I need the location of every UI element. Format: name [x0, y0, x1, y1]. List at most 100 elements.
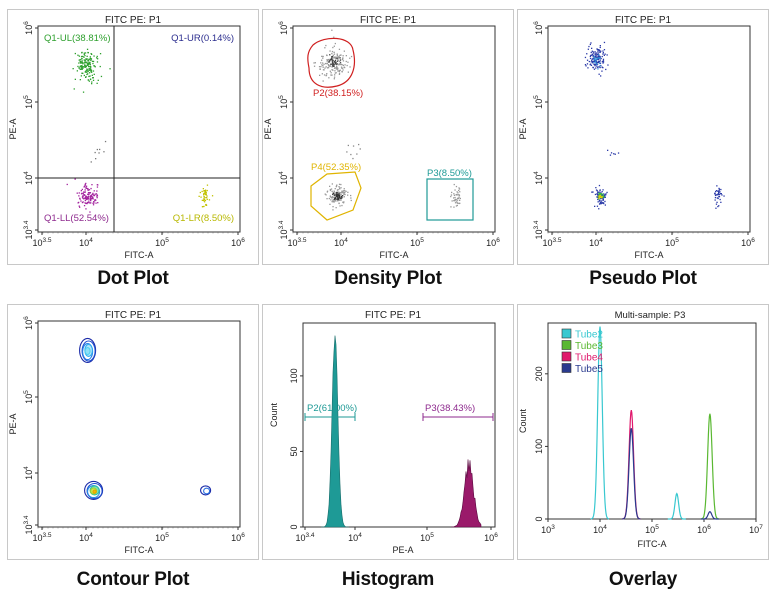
scatter-point	[80, 65, 83, 67]
density-point	[332, 69, 334, 71]
scatter-point	[93, 55, 95, 57]
density-point	[341, 67, 343, 69]
density-point	[333, 193, 336, 195]
density-point	[338, 70, 340, 72]
pseudo-point	[597, 198, 599, 201]
scatter-point	[88, 189, 91, 191]
density-point	[335, 68, 337, 70]
density-point	[338, 64, 340, 66]
pseudo-point	[602, 50, 604, 52]
scatter-point	[91, 83, 93, 85]
pseudo-point	[604, 200, 606, 203]
scatter-point	[89, 64, 91, 66]
scatter-point	[90, 195, 92, 197]
pseudo-point	[599, 45, 601, 47]
legend-label: Tube5	[575, 364, 603, 375]
density-point	[331, 196, 333, 198]
scatter-point	[203, 190, 205, 192]
density-point	[337, 189, 339, 191]
pseudo-point	[598, 61, 600, 63]
density-point	[322, 57, 324, 59]
x-tick-label: 105	[410, 237, 424, 248]
density-point	[343, 201, 345, 203]
density-point	[314, 62, 316, 64]
pseudo-point	[714, 192, 716, 194]
pseudo-point	[719, 193, 722, 195]
scatter-point	[201, 199, 203, 201]
scatter-point	[89, 62, 91, 64]
density-point	[330, 197, 333, 199]
pseudo-point	[598, 49, 600, 51]
pseudo-point	[603, 54, 605, 56]
scatter-point	[79, 61, 81, 63]
scatter-point	[94, 66, 96, 68]
pseudo-point	[600, 193, 602, 195]
pseudo-point	[597, 195, 599, 198]
scatter-point	[97, 184, 99, 186]
pseudo-point	[596, 61, 598, 64]
scatter-point	[109, 68, 111, 70]
pseudo-point	[716, 194, 718, 196]
plot-frame	[302, 322, 496, 528]
scatter-point	[85, 61, 87, 63]
pseudo-point	[585, 65, 587, 67]
pseudo-point	[589, 57, 592, 60]
y-tick-label: 0	[534, 516, 544, 521]
scatter-point	[96, 195, 99, 197]
gate-p3-label: P3(8.50%)	[427, 168, 472, 179]
pseudo-point	[717, 194, 719, 196]
pseudo-point	[593, 52, 595, 54]
scatter-point	[81, 58, 83, 60]
scatter-point	[87, 193, 90, 195]
y-axis-label: PE-A	[8, 413, 18, 434]
density-point	[328, 197, 330, 200]
x-tick-label: 105	[155, 532, 169, 543]
pseudo-point	[601, 66, 603, 68]
pseudo-point	[720, 201, 722, 203]
scatter-point	[82, 55, 84, 58]
scatter-point	[92, 77, 94, 79]
density-point	[454, 202, 457, 204]
y-tick-label: 106	[533, 21, 544, 35]
scatter-point	[84, 191, 86, 193]
scatter-point	[80, 56, 83, 58]
density-point	[335, 192, 337, 194]
density-point	[335, 58, 337, 60]
density-point	[313, 65, 316, 67]
chart-title: Multi-sample: P3	[615, 310, 686, 321]
density-point	[331, 29, 333, 31]
density-point	[324, 67, 326, 69]
scatter-point	[84, 202, 86, 204]
scatter-point	[205, 192, 207, 195]
pseudo-point	[590, 54, 592, 57]
scatter-point	[86, 69, 88, 71]
x-tick-label: 104	[348, 532, 362, 543]
scatter-point	[89, 211, 91, 213]
pseudo-point	[593, 68, 596, 70]
density-point	[338, 193, 340, 195]
pseudo-point	[599, 190, 601, 192]
density-point	[335, 63, 337, 65]
density-point	[339, 192, 341, 194]
density-point	[339, 60, 341, 63]
density-point	[343, 190, 345, 192]
scatter-point	[88, 69, 90, 71]
density-point	[321, 73, 323, 75]
density-point	[339, 63, 341, 66]
scatter-point	[79, 197, 81, 199]
density-point	[342, 57, 344, 59]
scatter-point	[199, 191, 201, 194]
scatter-point	[87, 193, 89, 195]
pseudo-point	[598, 66, 600, 68]
density-point	[455, 185, 458, 188]
pseudo-point	[596, 63, 599, 65]
density-point	[332, 196, 334, 199]
scatter-point	[94, 193, 96, 195]
pseudo-point	[594, 61, 597, 63]
density-point	[338, 48, 341, 50]
scatter-point	[95, 202, 97, 204]
density-point	[333, 57, 335, 59]
density-point	[338, 197, 340, 199]
density-point	[318, 66, 321, 68]
scatter-point	[83, 62, 85, 64]
